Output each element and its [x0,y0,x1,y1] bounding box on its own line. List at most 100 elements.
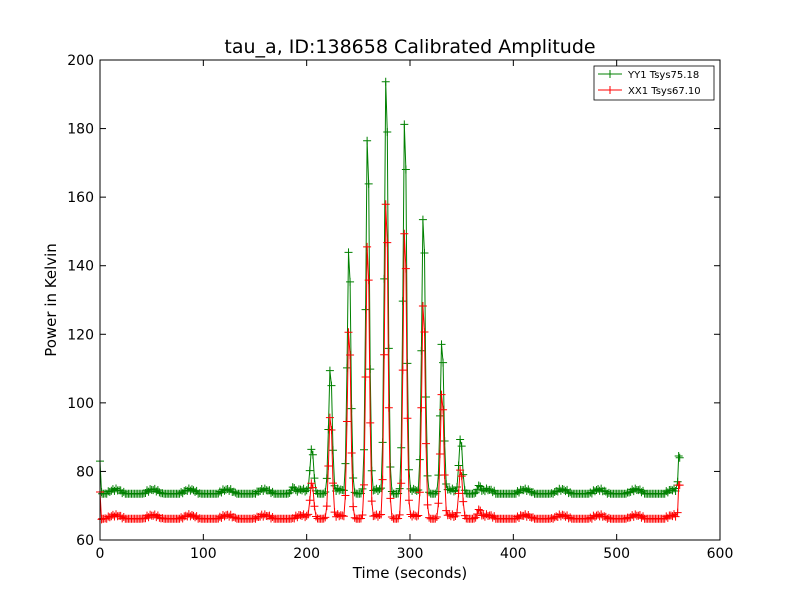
data-point [470,489,479,498]
y-tick-label: 100 [67,396,94,412]
data-point [321,513,330,522]
data-point [342,417,351,426]
data-point [305,466,314,475]
data-point [415,488,424,497]
data-point [329,446,338,455]
data-point [308,450,317,459]
data-point [338,511,347,520]
data-point [397,479,406,488]
data-point [675,481,684,490]
y-tick-label: 120 [67,327,94,343]
data-point [394,514,403,523]
data-point [363,136,372,145]
data-point [302,511,311,520]
data-point [308,483,317,492]
data-point [671,512,680,521]
data-point [344,328,353,337]
data-point [367,466,376,475]
data-point [474,481,483,490]
data-point [398,366,407,375]
data-point [456,435,465,444]
data-point [675,453,684,462]
data-point [401,264,410,273]
data-point [403,359,412,368]
data-point [322,474,331,483]
data-point [415,455,424,464]
data-point [361,372,370,381]
data-point [471,513,480,522]
data-point [673,477,682,486]
data-point [442,480,451,489]
data-point [383,128,392,137]
data-point [341,491,350,500]
data-point [420,327,429,336]
data-point [422,439,431,448]
data-point [339,512,348,521]
data-point [412,512,421,521]
x-tick-label: 600 [707,546,734,562]
data-point [307,445,316,454]
data-point [327,425,336,434]
data-point [364,276,373,285]
data-point [454,461,463,470]
data-point [454,489,463,498]
series-layer [96,77,684,524]
data-point [673,508,682,517]
data-point [418,302,427,311]
data-point [339,486,348,495]
legend: YY1 Tsys75.18 XX1 Tsys67.10 [593,65,715,101]
data-point [451,512,460,521]
x-tick-label: 500 [603,546,630,562]
y-tick-label: 140 [67,259,94,275]
data-point [329,479,338,488]
data-point [380,350,389,359]
data-point [435,411,444,420]
data-point [358,484,367,493]
data-point [302,486,311,495]
data-point [453,508,462,517]
data-point [404,496,413,505]
data-point [358,511,367,520]
data-point [449,512,458,521]
data-point [476,506,485,515]
data-point [346,351,355,360]
data-point [380,274,389,283]
data-point [471,488,480,497]
x-tick-label: 400 [500,546,527,562]
data-point [366,365,375,374]
data-point [453,482,462,491]
y-tick-label: 80 [76,464,94,480]
data-point [377,484,386,493]
data-point [439,358,448,367]
data-point [417,346,426,355]
data-point [400,229,409,238]
data-point [459,497,468,506]
data-point [341,459,350,468]
data-point [97,515,106,524]
data-point [383,238,392,247]
data-point [367,497,376,506]
data-point [422,392,431,401]
data-point [457,442,466,451]
data-point [432,513,441,522]
data-point [324,462,333,471]
data-point [403,414,412,423]
legend-marker-yy1 [606,70,614,78]
data-point [440,470,449,479]
legend-label-yy1: YY1 Tsys75.18 [627,70,699,81]
data-point [384,403,393,412]
data-point [307,479,316,488]
data-point [346,277,355,286]
data-point [431,489,440,498]
data-point [440,437,449,446]
x-axis-label: Time (seconds) [352,564,468,582]
data-point [325,366,334,375]
data-point [327,381,336,390]
data-point [304,510,313,519]
x-tick-label: 0 [96,546,105,562]
y-tick-label: 180 [67,122,94,138]
data-point [322,502,331,511]
data-point [386,494,395,503]
data-point [310,474,319,483]
